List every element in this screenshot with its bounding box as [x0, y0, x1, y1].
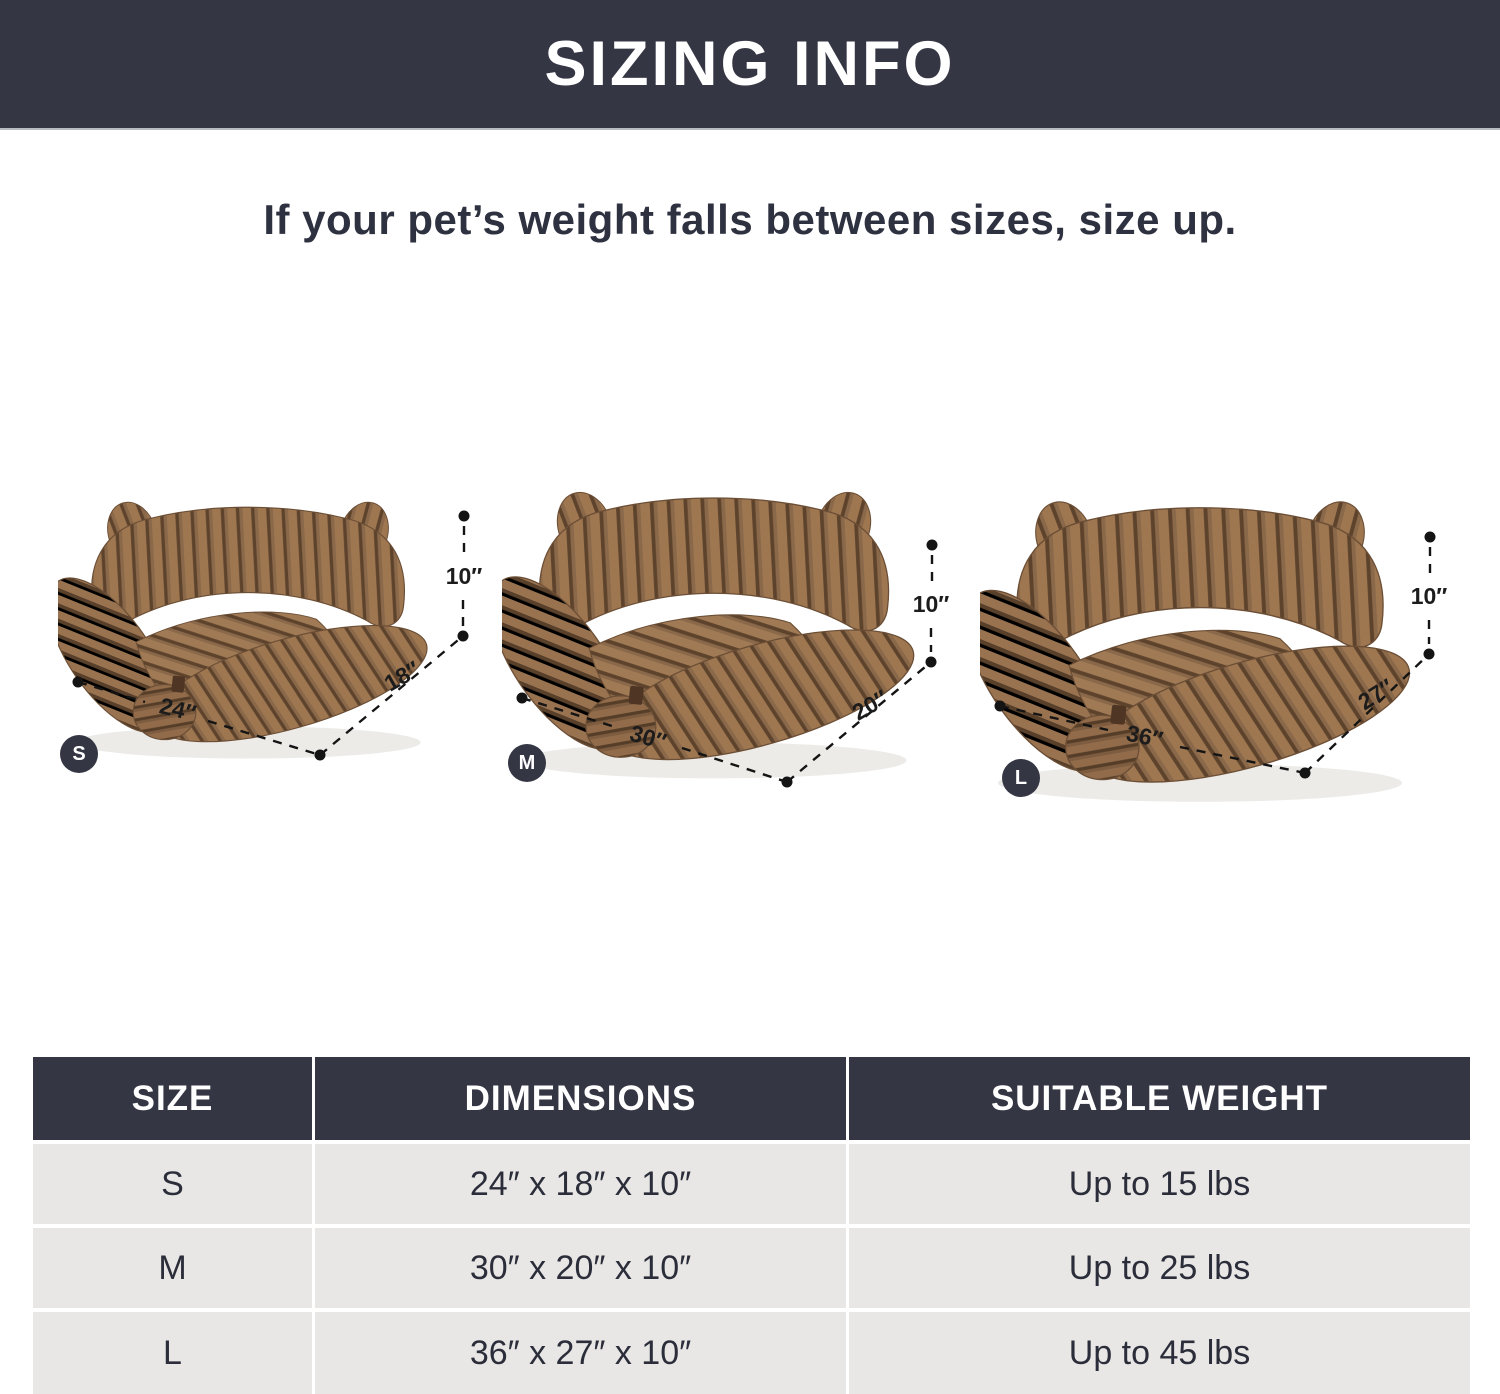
depth-dimension-line	[319, 635, 464, 756]
table-row-s-dimensions: 24″ x 18″ x 10″	[315, 1144, 846, 1224]
table-header-dimensions: DIMENSIONS	[315, 1057, 846, 1140]
table-row-s-weight: Up to 15 lbs	[849, 1144, 1470, 1224]
bed-diagram-medium: 30″ 20″ 10″	[502, 484, 950, 788]
table-row-l-dimensions: 36″ x 27″ x 10″	[315, 1312, 846, 1394]
size-badge-m: M	[508, 744, 546, 782]
table-row-l-weight: Up to 45 lbs	[849, 1312, 1470, 1394]
table-row-l-size: L	[33, 1312, 312, 1394]
bed-diagram-small: 24″ 18″ 10″	[58, 495, 483, 767]
size-badge-s: S	[60, 735, 98, 773]
table-row-m-size: M	[33, 1228, 312, 1308]
depth-dimension-line	[1304, 653, 1430, 774]
header-bar: SIZING INFO	[0, 0, 1500, 130]
pet-bed-illustration	[58, 495, 438, 767]
width-dimension-line	[77, 680, 146, 704]
bed-figure-large: 36″ 27″ 10″ L	[980, 430, 1460, 850]
size-badge-l: L	[1002, 759, 1040, 797]
height-label: 10″	[1411, 583, 1448, 609]
width-dimension-line	[1179, 745, 1306, 775]
table-row-m-dimensions: 30″ x 20″ x 10″	[315, 1228, 846, 1308]
height-label: 10″	[446, 563, 483, 589]
dimension-lines	[77, 526, 466, 757]
dimension-dots	[516, 539, 938, 788]
pet-bed-illustration	[980, 493, 1422, 811]
bed-figure-medium: 30″ 20″ 10″ M	[500, 430, 980, 850]
page-title: SIZING INFO	[544, 29, 956, 99]
dimension-dots	[72, 510, 470, 761]
table-row-s-size: S	[33, 1144, 312, 1224]
height-label: 10″	[913, 591, 950, 617]
table-header-weight: SUITABLE WEIGHT	[849, 1057, 1470, 1140]
width-dimension-line	[999, 704, 1109, 732]
subtitle-text: If your pet’s weight falls between sizes…	[263, 196, 1237, 243]
bed-diagram-large: 36″ 27″ 10″	[980, 493, 1448, 811]
table-header-size: SIZE	[33, 1057, 312, 1140]
table-row-m-weight: Up to 25 lbs	[849, 1228, 1470, 1308]
width-dimension-line	[207, 719, 321, 757]
bed-figure-small: 24″ 18″ 10″ S	[40, 430, 520, 850]
sizing-table: SIZE DIMENSIONS SUITABLE WEIGHT S 24″ x …	[33, 1057, 1470, 1394]
dimension-lines	[521, 555, 934, 784]
depth-dimension-line	[786, 661, 932, 783]
dimension-lines	[999, 547, 1432, 775]
dimension-dots	[994, 531, 1436, 779]
width-dimension-line	[681, 746, 788, 784]
pet-bed-illustration	[502, 484, 926, 787]
